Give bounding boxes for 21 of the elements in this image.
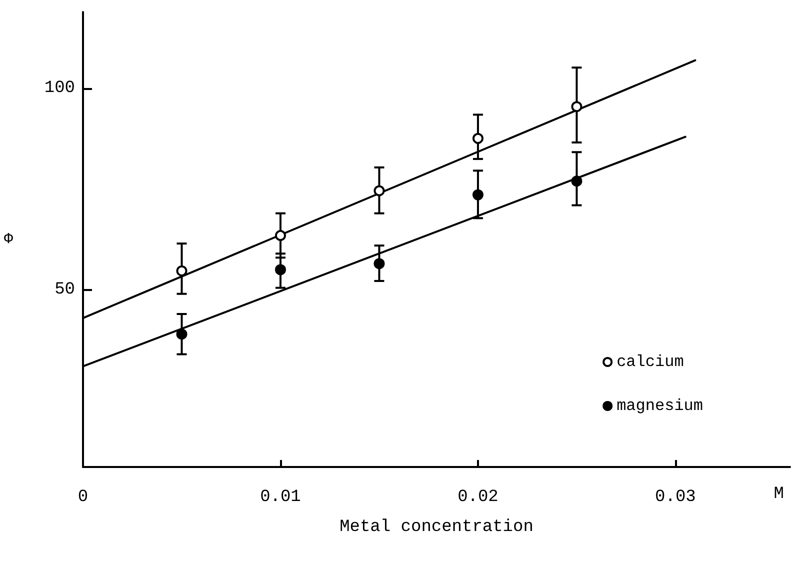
text: M	[774, 485, 784, 504]
point	[374, 258, 385, 270]
legend-label: calcium	[616, 353, 684, 371]
point	[472, 132, 484, 144]
x-tick-label: 0	[78, 488, 88, 507]
x-tick-label: 0.03	[655, 488, 696, 507]
point	[274, 230, 286, 241]
point	[176, 265, 188, 276]
point	[571, 176, 582, 187]
y-tick-label: 50	[54, 280, 75, 300]
y-axis-title: Φ	[4, 231, 13, 248]
point	[571, 101, 582, 112]
point	[472, 189, 484, 200]
point	[176, 328, 188, 340]
point	[274, 264, 286, 276]
x-tick-label: 0.02	[458, 488, 498, 507]
point	[374, 185, 385, 196]
legend-label: magnesium	[616, 397, 704, 415]
y-tick-label: 100	[44, 79, 75, 98]
x-axis-title: Metal concentration	[340, 518, 534, 537]
x-tick-label: 0.01	[260, 488, 301, 507]
